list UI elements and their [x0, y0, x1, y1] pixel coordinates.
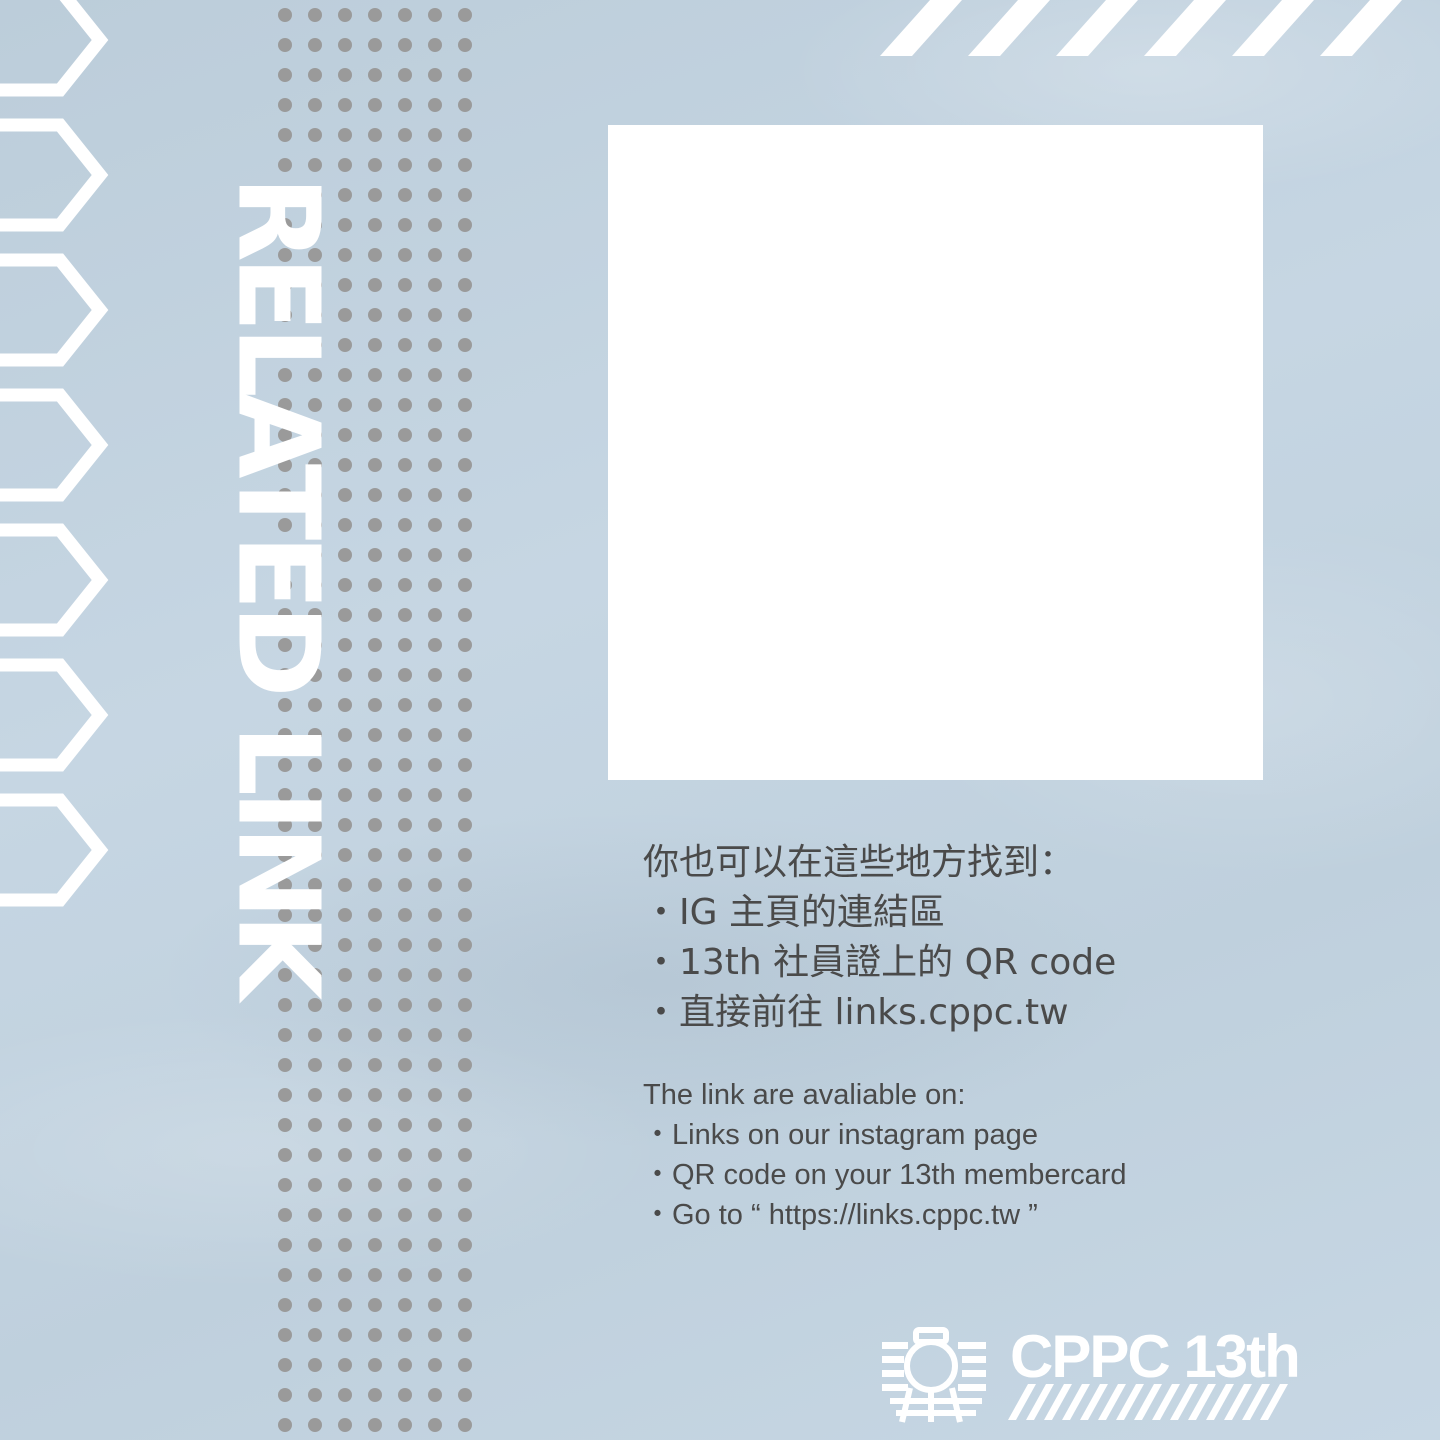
chevron-shape	[0, 658, 109, 772]
zh-list-item: ・13th 社員證上的 QR code	[643, 942, 1117, 983]
en-heading: The link are avaliable on:	[643, 1079, 966, 1111]
chevron-shape	[0, 793, 109, 907]
chevron-shape	[0, 118, 109, 232]
chevron-shape	[0, 253, 109, 367]
camera-icon	[882, 1327, 986, 1423]
image-placeholder	[608, 125, 1263, 780]
brand-stripe-decoration	[1008, 1384, 1288, 1420]
chevron-shape	[0, 388, 109, 502]
zh-list-item: ・直接前往 links.cppc.tw	[643, 992, 1069, 1033]
chevron-shape	[0, 0, 109, 97]
zh-info-block: 你也可以在這些地方找到： ・IG 主頁的連結區 ・13th 社員證上的 QR c…	[643, 838, 1116, 1038]
zh-heading: 你也可以在這些地方找到：	[643, 842, 1076, 883]
en-list-item: ・QR code on your 13th membercard	[643, 1159, 1127, 1191]
dot-pattern	[270, 0, 480, 1440]
zh-list-item: ・IG 主頁的連結區	[643, 892, 945, 933]
brand-footer: CPPC 13th	[880, 1318, 1440, 1440]
en-list-item: ・Links on our instagram page	[643, 1119, 1038, 1151]
page-title: RELATED LINK	[212, 175, 342, 995]
vertical-title: RELATED LINK	[212, 100, 342, 1070]
top-stripe-decoration	[880, 0, 1402, 56]
en-info-block: The link are avaliable on: ・Links on our…	[643, 1075, 1127, 1235]
en-list-item: ・Go to “ https://links.cppc.tw ”	[643, 1199, 1038, 1231]
chevron-decoration	[0, 0, 109, 907]
brand-name: CPPC 13th	[1010, 1323, 1301, 1390]
chevron-shape	[0, 523, 109, 637]
